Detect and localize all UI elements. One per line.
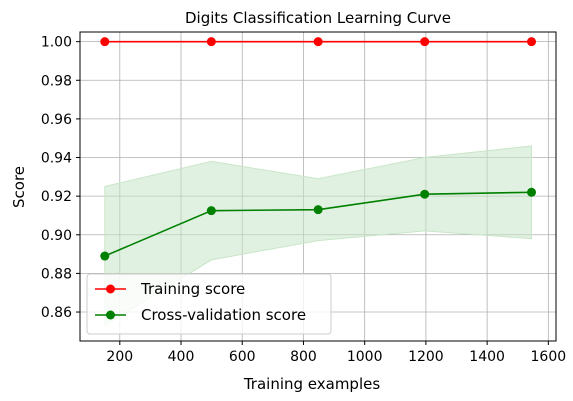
x-tick-label: 1200 [408, 349, 444, 365]
y-tick-label: 0.96 [41, 112, 72, 128]
x-tick-label: 200 [106, 349, 133, 365]
chart-title: Digits Classification Learning Curve [185, 9, 451, 27]
y-tick-label: 0.94 [41, 151, 72, 167]
x-axis-label: Training examples [243, 375, 381, 393]
x-tick-label: 600 [229, 349, 256, 365]
data-point [527, 37, 537, 47]
series-layer [100, 37, 537, 261]
data-point [100, 251, 110, 261]
data-point [313, 205, 323, 215]
y-axis-label: Score [10, 166, 28, 208]
y-tick-label: 0.88 [41, 266, 72, 282]
legend-marker-2 [106, 310, 115, 320]
data-point [527, 187, 537, 197]
data-point [206, 37, 216, 47]
plot-frame [79, 31, 557, 342]
x-tick-label: 1600 [531, 349, 567, 365]
y-tick-label: 0.92 [41, 189, 72, 205]
y-tick-label: 0.90 [41, 228, 72, 244]
data-point [420, 37, 430, 47]
x-tick-label: 800 [290, 349, 317, 365]
data-point [313, 37, 323, 47]
legend-label-1: Training score [140, 280, 245, 298]
x-axis: 200 400 600 800 1000 1200 1400 1600 [106, 341, 566, 365]
legend-marker-1 [106, 284, 115, 294]
data-point [100, 37, 110, 47]
x-tick-label: 400 [168, 349, 195, 365]
x-tick-label: 1400 [469, 349, 505, 365]
y-tick-label: 1.00 [41, 35, 72, 51]
legend: Training score Cross-validation score [86, 273, 332, 335]
y-tick-label: 0.86 [41, 305, 72, 321]
x-tick-label: 1000 [347, 349, 383, 365]
y-axis: 0.86 0.88 0.90 0.92 0.94 0.96 0.98 1.00 [41, 35, 80, 321]
y-tick-label: 0.98 [41, 73, 72, 89]
data-point [420, 189, 430, 199]
data-point [206, 206, 216, 216]
legend-box [86, 273, 332, 335]
legend-label-2: Cross-validation score [141, 306, 306, 324]
